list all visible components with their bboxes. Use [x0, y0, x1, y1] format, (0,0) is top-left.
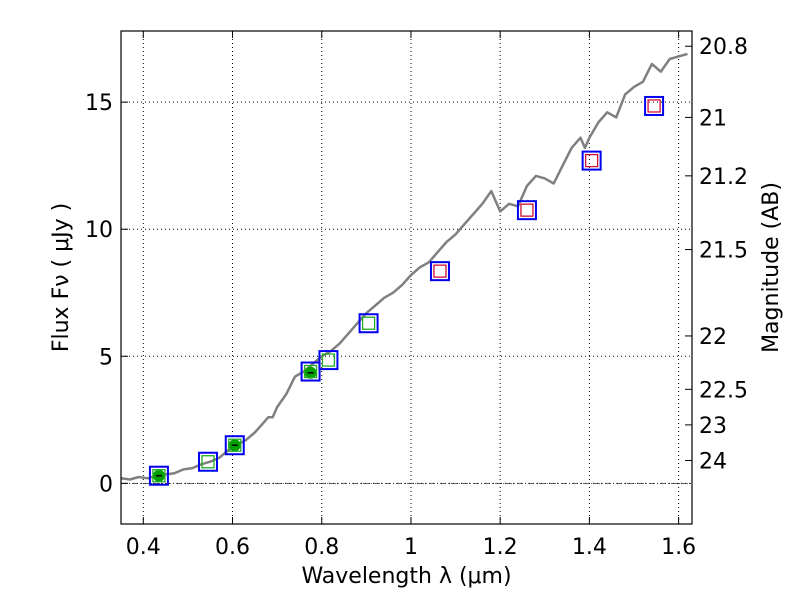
filter-box — [318, 350, 339, 371]
y-tick-label: 10 — [85, 218, 113, 243]
model-point-nir — [433, 264, 447, 278]
y2-tick-label: 23 — [699, 414, 727, 439]
model-point-optical — [201, 455, 215, 469]
filter-box — [197, 451, 218, 472]
x-tick-label: 0.6 — [215, 535, 250, 560]
filter-box — [429, 261, 450, 282]
y2-tick-label: 20.8 — [699, 35, 748, 60]
x-tick-label: 1.4 — [572, 535, 607, 560]
x-tick-label: 0.4 — [126, 535, 161, 560]
model-point-optical — [303, 364, 318, 379]
x-tick-label: 1.2 — [483, 535, 518, 560]
model-point-optical — [152, 469, 166, 483]
y-tick-label: 5 — [99, 345, 113, 370]
filter-box — [148, 465, 169, 486]
grid — [121, 31, 692, 524]
y-tick-label: 15 — [85, 91, 113, 116]
y2-axis-title: Magnitude (AB) — [759, 182, 784, 353]
model-point-optical — [321, 353, 336, 367]
y2-tick-label: 21 — [699, 106, 727, 131]
filter-box — [516, 200, 537, 221]
model-point-nir — [520, 203, 534, 217]
model-spectrum-line — [120, 52, 688, 481]
photometry-markers — [148, 95, 665, 486]
plot-frame — [120, 30, 693, 525]
model-point-nir — [584, 153, 599, 168]
y2-tick-label: 24 — [699, 449, 727, 474]
y2-tick-label: 22.5 — [699, 378, 748, 403]
x-tick-label: 0.8 — [304, 535, 339, 560]
y2-tick-label: 22 — [699, 325, 727, 350]
y2-tick-label: 21.5 — [699, 239, 748, 264]
filter-box — [644, 95, 665, 116]
model-point-optical — [361, 316, 376, 330]
x-tick-label: 1 — [404, 535, 418, 560]
model-point-optical — [228, 438, 242, 452]
y-tick-label: 0 — [99, 472, 113, 497]
x-tick-label: 1.6 — [661, 535, 696, 560]
filter-box — [300, 361, 321, 382]
model-point-nir — [647, 99, 661, 113]
axis-ticks: 0.4 0.6 0.8 1 1.2 1.4 1.6 0 5 10 15 20.8 21 21.2 21.5 2… — [85, 31, 748, 560]
x-axis-title: Wavelength λ (μm) — [301, 564, 511, 589]
y-axis-title: Flux Fν ( μJy ) — [49, 203, 74, 352]
filter-box — [224, 435, 245, 456]
filter-box — [581, 150, 602, 171]
y2-tick-label: 21.2 — [699, 165, 748, 190]
filter-box — [358, 313, 379, 334]
